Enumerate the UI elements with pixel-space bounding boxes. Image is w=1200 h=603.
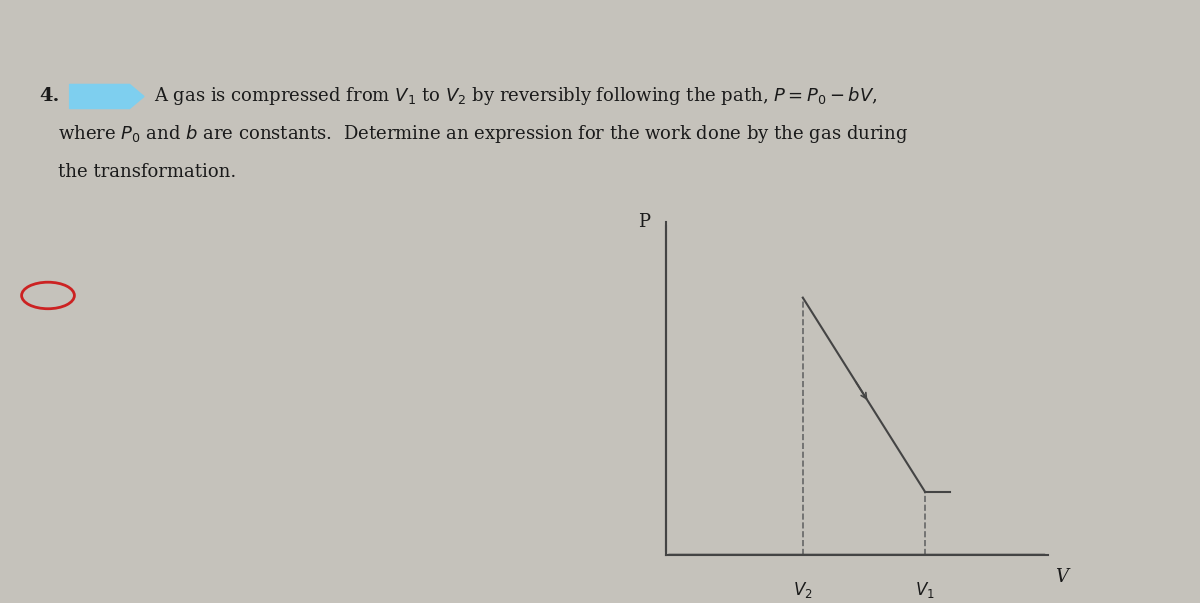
- Polygon shape: [70, 84, 144, 109]
- Text: 4.: 4.: [40, 87, 60, 106]
- Text: $V_2$: $V_2$: [793, 580, 812, 600]
- Text: A gas is compressed from $V_1$ to $V_2$ by reversibly following the path, $P = P: A gas is compressed from $V_1$ to $V_2$ …: [154, 86, 877, 107]
- Text: P: P: [638, 213, 650, 232]
- Text: where $P_0$ and $b$ are constants.  Determine an expression for the work done by: where $P_0$ and $b$ are constants. Deter…: [58, 123, 907, 145]
- Text: the transformation.: the transformation.: [58, 163, 236, 182]
- Text: V: V: [1056, 567, 1068, 586]
- Text: $V_1$: $V_1$: [916, 580, 935, 600]
